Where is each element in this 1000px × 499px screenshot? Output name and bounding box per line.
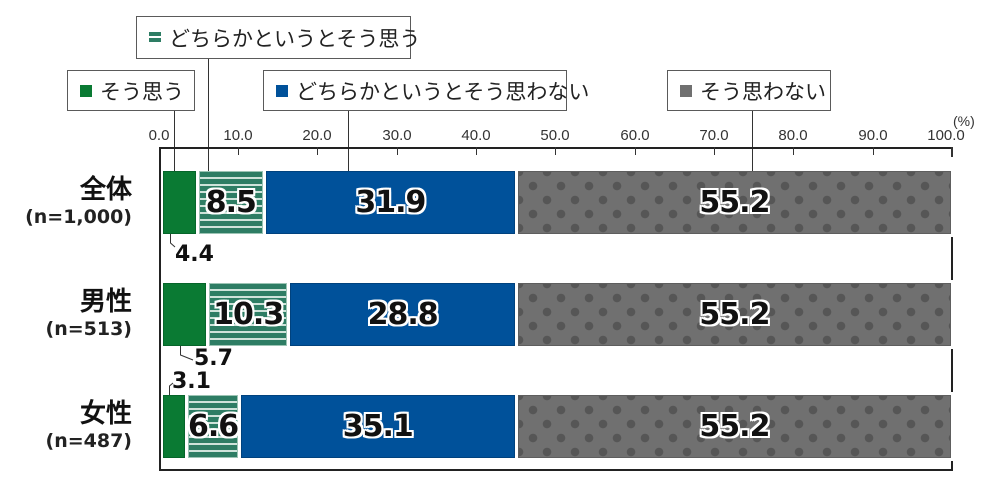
- bar-value-label: 55.2: [699, 185, 770, 220]
- x-axis-line: [159, 147, 953, 149]
- bar-value-label: 55.2: [699, 297, 770, 332]
- value-callout-total-agree: 4.4: [175, 242, 214, 267]
- right-frame-tick: [951, 237, 953, 280]
- bar-segment-male-agree: [163, 283, 207, 346]
- bar-value-label: 6.6: [187, 409, 239, 444]
- category-sample-size: (n=513): [45, 318, 132, 340]
- bar-value-label: 55.2: [699, 409, 770, 444]
- x-axis-tick: [555, 147, 556, 155]
- category-label-male: 男性 (n=513): [46, 287, 132, 341]
- bar-segment-total-somewhat-disagree: 31.9: [265, 171, 515, 234]
- x-axis-tick: [635, 147, 636, 155]
- legend-item-somewhat-agree: どちらかというとそう思う: [136, 16, 420, 59]
- bar-value-label: 35.1: [342, 409, 414, 444]
- x-axis-tick: [238, 147, 239, 155]
- x-tick-label: 20.0: [302, 127, 332, 144]
- y-axis-line: [159, 147, 161, 471]
- legend-swatch-disagree-icon: [680, 84, 692, 97]
- x-axis-tick: [873, 147, 874, 155]
- category-sample-size: (n=487): [45, 430, 132, 452]
- legend-label: どちらかというとそう思わない: [296, 79, 590, 104]
- x-tick-label: 40.0: [461, 127, 491, 144]
- legend-swatch-agree-icon: [80, 84, 92, 97]
- category-name: 女性: [79, 399, 132, 429]
- bar-segment-total-agree: [163, 171, 196, 234]
- legend-item-somewhat-disagree: どちらかというとそう思わない: [263, 70, 589, 111]
- x-tick-label: 10.0: [223, 127, 253, 144]
- bar-segment-female-disagree: 55.2: [517, 395, 951, 458]
- category-label-total: 全体 (n=1,000): [25, 175, 132, 229]
- x-tick-label: 50.0: [540, 127, 570, 144]
- bar-value-label: 10.3: [213, 297, 284, 332]
- legend-label: そう思う: [100, 79, 184, 104]
- bar-value-label: 8.5: [205, 185, 257, 220]
- unit-label: (%): [953, 113, 975, 129]
- x-tick-label: 90.0: [858, 127, 888, 144]
- legend-label: どちらかというとそう思う: [169, 26, 421, 51]
- bar-segment-female-somewhat-disagree: 35.1: [240, 395, 515, 458]
- x-tick-label: 70.0: [699, 127, 729, 144]
- value-callout-female-agree: 3.1: [172, 369, 211, 394]
- bar-segment-male-disagree: 55.2: [517, 283, 951, 346]
- right-frame-tick: [951, 461, 953, 471]
- x-tick-label: 0.0: [148, 127, 170, 144]
- value-callout-male-agree: 5.7: [194, 346, 233, 371]
- bar-segment-female-agree: [163, 395, 186, 458]
- x-tick-label: 60.0: [620, 127, 650, 144]
- bar-segment-total-somewhat-agree: 8.5: [198, 171, 263, 234]
- legend-label: そう思わない: [700, 79, 826, 104]
- category-label-female: 女性 (n=487): [46, 399, 132, 453]
- x-axis-tick: [397, 147, 398, 155]
- x-tick-label: 80.0: [778, 127, 808, 144]
- bar-value-label: 31.9: [355, 185, 426, 220]
- legend-item-disagree: そう思わない: [667, 70, 831, 111]
- bar-segment-male-somewhat-agree: 10.3: [209, 283, 288, 346]
- bar-segment-female-somewhat-agree: 6.6: [187, 395, 239, 458]
- x-axis-tick: [476, 147, 477, 155]
- x-axis-tick: [714, 147, 715, 155]
- x-axis-tick: [317, 147, 318, 155]
- bar-value-label: 28.8: [367, 297, 439, 332]
- category-sample-size: (n=1,000): [25, 206, 132, 228]
- legend-swatch-somewhat-disagree-icon: [276, 84, 288, 97]
- bar-segment-male-somewhat-disagree: 28.8: [290, 283, 515, 346]
- x-tick-label: 30.0: [382, 127, 412, 144]
- bottom-frame-line: [159, 469, 953, 471]
- left-frame-gap-mark: [159, 237, 160, 277]
- x-axis-tick: [793, 147, 794, 155]
- right-frame-tick: [951, 349, 953, 392]
- x-tick-label: 100.0: [927, 127, 965, 144]
- legend-item-agree: そう思う: [67, 70, 195, 111]
- category-name: 全体: [79, 175, 132, 205]
- x-axis-tick: [951, 147, 953, 157]
- legend-swatch-somewhat-agree-icon: [149, 32, 161, 43]
- category-name: 男性: [79, 287, 132, 317]
- bar-segment-total-disagree: 55.2: [517, 171, 951, 234]
